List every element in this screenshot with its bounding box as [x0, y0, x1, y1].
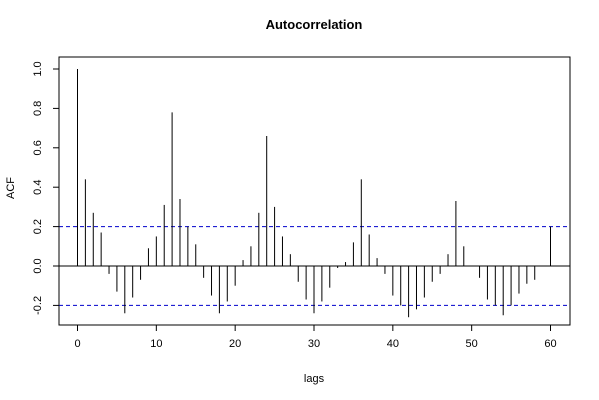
y-axis-label: ACF [5, 177, 17, 199]
acf-bars [77, 69, 551, 318]
x-axis: 0 10 20 30 40 50 60 [74, 324, 557, 350]
x-axis-label: lags [304, 373, 325, 385]
y-tick-label: 0.0 [32, 258, 44, 273]
x-tick-label: 10 [150, 338, 162, 350]
y-tick-label: 0.4 [32, 180, 44, 195]
y-tick-label: 0.2 [32, 219, 44, 234]
x-tick-label: 40 [387, 338, 399, 350]
y-tick-label: 0.6 [32, 140, 44, 155]
y-tick-label: -0.2 [32, 296, 44, 315]
x-tick-label: 60 [544, 338, 556, 350]
x-tick-label: 0 [74, 338, 80, 350]
x-tick-label: 30 [308, 338, 320, 350]
x-tick-label: 50 [466, 338, 478, 350]
y-tick-label: 1.0 [32, 61, 44, 76]
y-axis: -0.2 0.0 0.2 0.4 0.6 0.8 1.0 [32, 61, 60, 315]
y-tick-label: 0.8 [32, 101, 44, 116]
x-tick-label: 20 [229, 338, 241, 350]
chart-title: Autocorrelation [266, 17, 363, 32]
